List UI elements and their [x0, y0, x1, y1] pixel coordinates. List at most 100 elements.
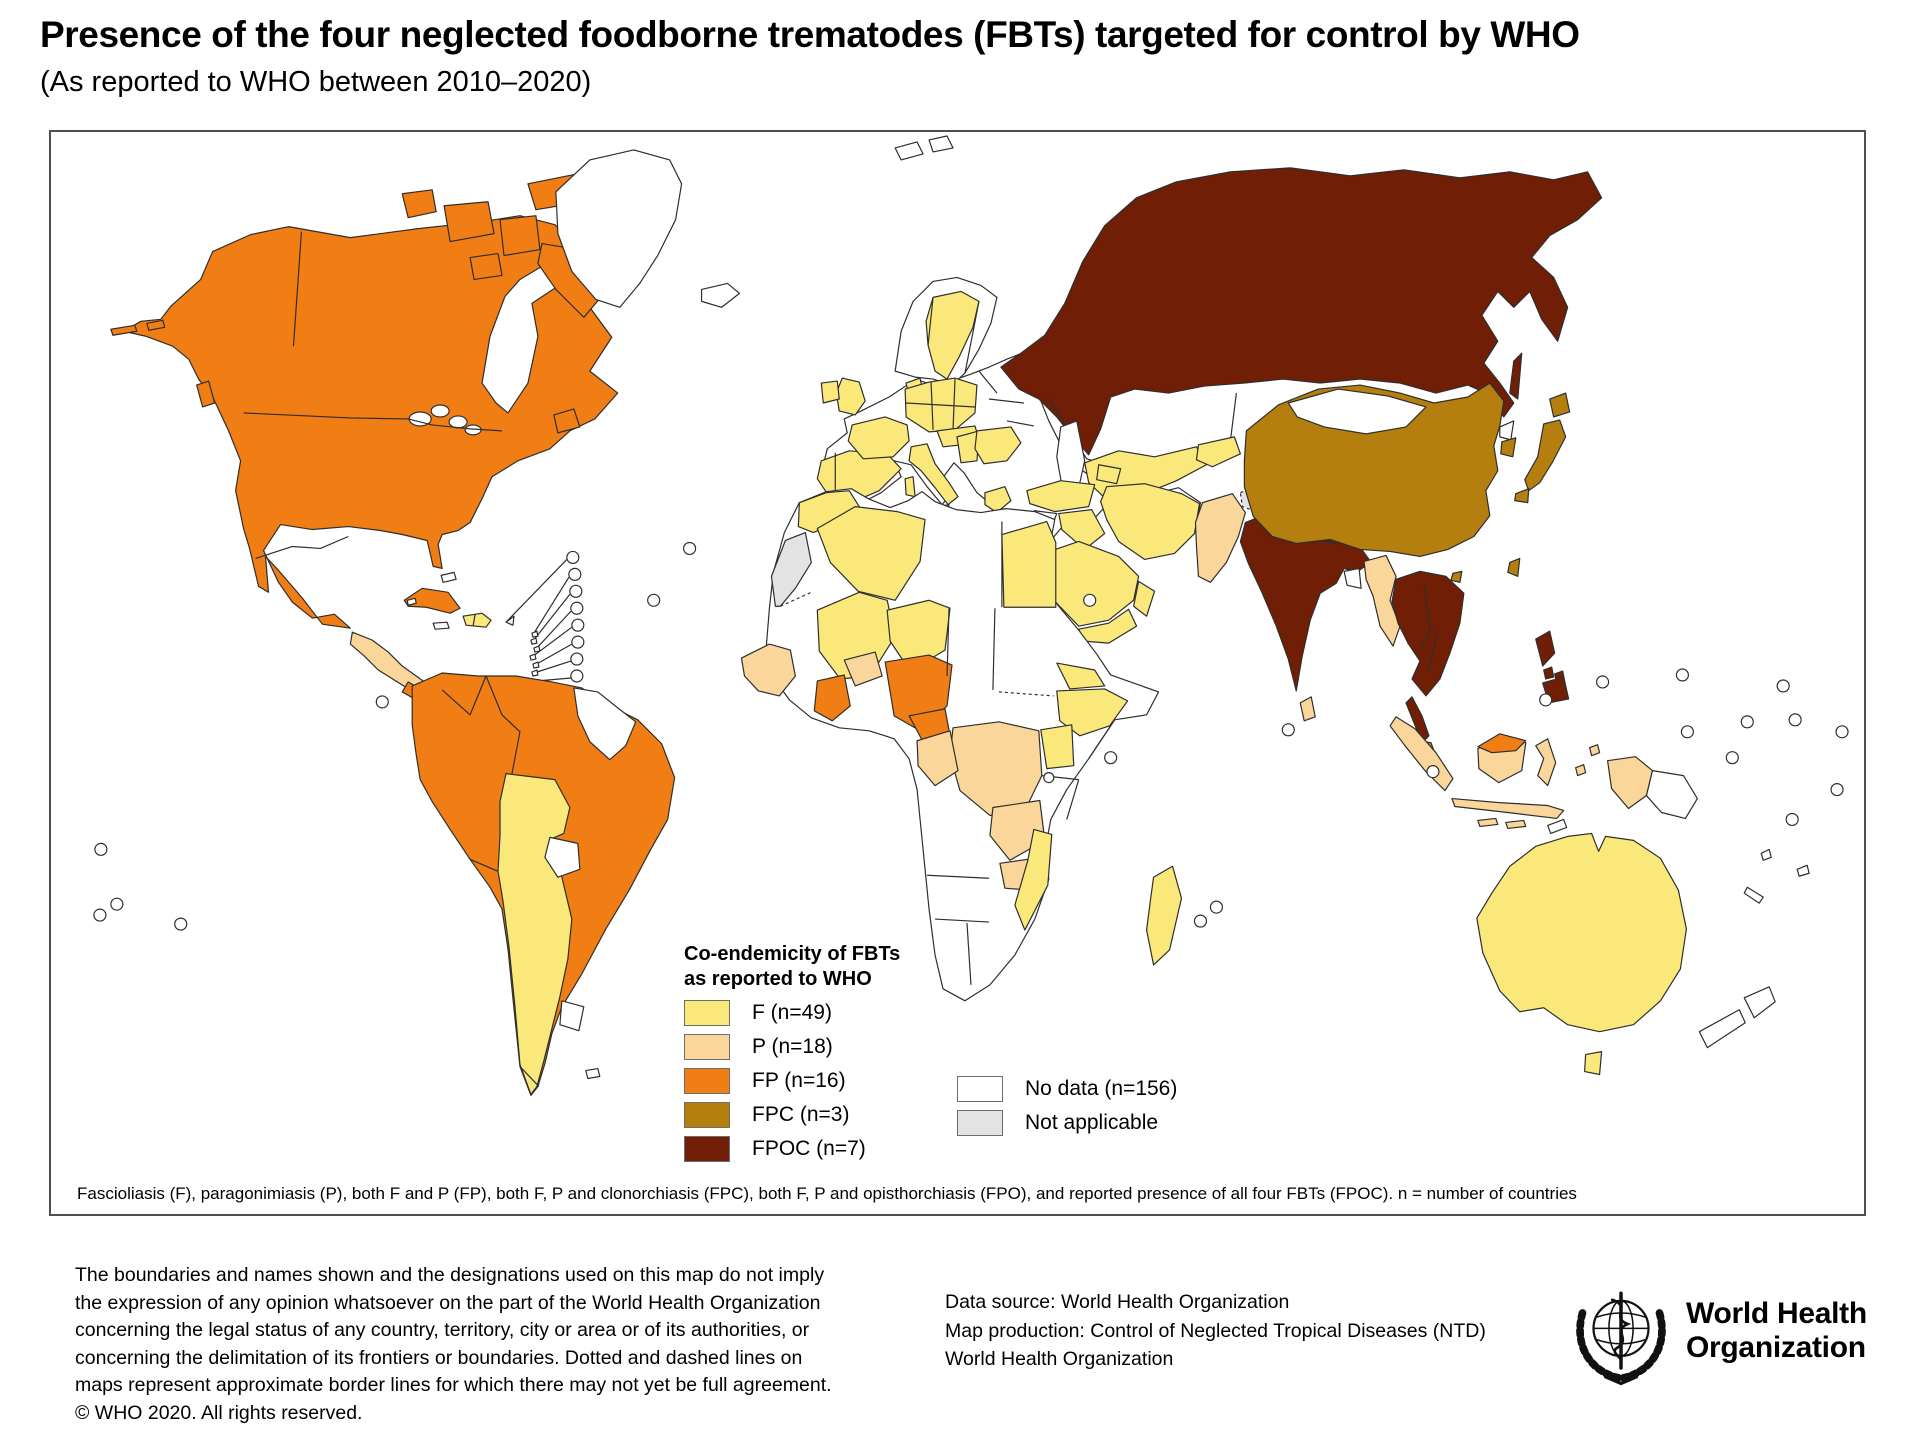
legend-label-fpc: FPC (n=3): [752, 1103, 850, 1126]
ireland: [820, 380, 840, 404]
kyrgyzstan-tajikistan: [1195, 436, 1241, 468]
java: [1451, 797, 1565, 820]
australia: [1476, 832, 1687, 1033]
world-map: [93, 135, 1849, 1097]
legend-extra: No data (n=156) Not applicable: [957, 1076, 1177, 1136]
greece: [984, 486, 1012, 514]
cote-divoire: [813, 674, 851, 722]
south-korea: [1500, 437, 1517, 458]
legend-label-not-applicable: Not applicable: [1025, 1111, 1159, 1134]
legend-label-fp: FP (n=16): [752, 1069, 846, 1092]
italy: [908, 443, 959, 506]
iceland: [700, 282, 741, 308]
mozambique: [1014, 828, 1053, 931]
russia: [1000, 167, 1603, 456]
legend-item-no-data: No data (n=156): [957, 1076, 1177, 1102]
hainan: [1450, 570, 1463, 583]
falkland-islands: [585, 1067, 601, 1080]
legend-swatch-no-data: [957, 1076, 1003, 1102]
region-east-asia: [1243, 382, 1571, 583]
page-title: Presence of the four neglected foodborne…: [40, 14, 1580, 55]
legend-swatch-fpoc: [684, 1136, 730, 1162]
kenya: [1040, 724, 1075, 770]
caucasus: [1096, 464, 1122, 485]
region-south-america: [411, 672, 676, 1097]
data-source: Data source: World Health Organization M…: [945, 1291, 1486, 1370]
cuba: [403, 587, 461, 614]
antilles-callout: [505, 550, 585, 683]
sulawesi: [1535, 738, 1557, 787]
legend-swatch-fp: [684, 1068, 730, 1094]
papua-new-guinea: [1645, 770, 1698, 820]
region-southeast-asia: [1363, 554, 1698, 835]
jamaica: [432, 621, 450, 630]
timor: [1547, 818, 1568, 835]
philippines-luzon: [1535, 630, 1556, 667]
oman: [1133, 580, 1156, 617]
legend-swatch-f: [684, 1000, 730, 1026]
region-greenland: [555, 135, 954, 308]
western-sahara: [770, 531, 812, 607]
legend-label-f: F (n=49): [752, 1001, 832, 1024]
legend-item-not-applicable: Not applicable: [957, 1110, 1177, 1136]
disclaimer: The boundaries and names shown and the d…: [75, 1262, 832, 1427]
legend-title: Co-endemicity of FBTs as reported to WHO: [684, 943, 901, 990]
lake-victoria: [1043, 772, 1055, 784]
sri-lanka: [1299, 696, 1316, 722]
legend: Co-endemicity of FBTs as reported to WHO…: [684, 942, 900, 1162]
galapagos: [375, 695, 389, 709]
madagascar: [1145, 865, 1183, 966]
gabon-congo: [916, 730, 959, 787]
page-subtitle: (As reported to WHO between 2010–2020): [40, 66, 592, 98]
west-papua: [1606, 756, 1654, 810]
romania-bulgaria: [974, 426, 1022, 465]
region-africa: [740, 488, 1183, 1002]
iraq: [1058, 509, 1106, 551]
uruguay: [559, 1000, 585, 1032]
senegal-guinea: [740, 643, 796, 697]
egypt: [1001, 520, 1057, 608]
canada-usa-mexico: [123, 215, 619, 629]
taiwan: [1507, 557, 1521, 577]
legend-label-no-data: No data (n=156): [1025, 1077, 1178, 1100]
ethiopia: [1056, 688, 1129, 737]
copyright: © WHO 2020. All rights reserved.: [75, 1401, 363, 1424]
region-russia: [1000, 167, 1603, 456]
hispaniola: [462, 612, 492, 628]
map-frame: Co-endemicity of FBTs as reported to WHO…: [49, 130, 1866, 1216]
greenland: [555, 149, 683, 308]
bangladesh: [1343, 567, 1362, 589]
small-island-circles: [93, 541, 1849, 931]
japan-honshu: [1524, 419, 1567, 492]
sweden: [925, 290, 980, 380]
algeria: [816, 506, 926, 601]
eritrea: [1056, 662, 1106, 690]
new-zealand-south: [1698, 1009, 1746, 1049]
sakhalin: [1509, 352, 1523, 400]
who-logo-icon: [1576, 1291, 1666, 1386]
paraguay: [544, 836, 581, 878]
legend-swatch-not-applicable: [957, 1110, 1003, 1136]
alaska-canada-border: [292, 231, 303, 347]
newfoundland: [553, 408, 581, 434]
japan-hokkaido: [1549, 392, 1571, 418]
malaysia-borneo: [1477, 733, 1527, 754]
maldives: [1281, 723, 1295, 737]
legend-item-fp: FP (n=16): [684, 1068, 900, 1094]
myanmar: [1363, 554, 1401, 647]
new-zealand-north: [1743, 986, 1776, 1019]
iran: [1100, 483, 1201, 561]
legend-swatch-fpc: [684, 1102, 730, 1128]
map-footnote: Fascioliasis (F), paragonimiasis (P), bo…: [77, 1184, 1577, 1203]
region-middle-east: [1026, 464, 1201, 644]
china: [1243, 382, 1505, 558]
who-logo-text: World Health Organization: [1686, 1297, 1867, 1364]
tasmania: [1584, 1051, 1603, 1076]
legend-swatch-p: [684, 1034, 730, 1060]
usa-mexico-border: [255, 535, 349, 559]
burkina-faso: [843, 651, 883, 687]
north-korea: [1499, 420, 1515, 441]
legend-label-fpoc: FPOC (n=7): [752, 1137, 866, 1160]
turkey: [1026, 480, 1096, 513]
region-north-america: [110, 173, 619, 629]
